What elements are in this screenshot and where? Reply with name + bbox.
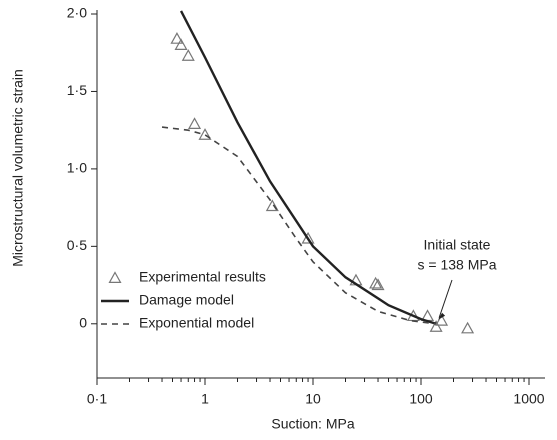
data-point: [181, 49, 195, 61]
x-axis-label: Suction: MPa: [271, 416, 354, 432]
data-point: [265, 199, 279, 212]
y-tick-label: 2·0: [67, 5, 87, 21]
x-tick-label: 1: [201, 391, 209, 407]
data-point: [188, 117, 202, 129]
data-point: [369, 276, 383, 289]
legend-label: Experimental results: [139, 269, 266, 285]
data-point: [461, 321, 475, 334]
annotation: s = 138 MPa: [418, 257, 497, 273]
data-point: [435, 313, 449, 326]
x-tick-label: 0·1: [87, 391, 107, 407]
legend-marker: [108, 271, 122, 283]
data-point: [371, 278, 385, 291]
model-line: [161, 126, 437, 325]
y-tick-label: 0·5: [67, 237, 87, 253]
legend-label: Damage model: [139, 292, 234, 308]
y-axis-label: Microstructural volumetric strain: [10, 69, 26, 267]
annotation-arrowhead: [438, 312, 446, 320]
data-point: [429, 320, 443, 332]
x-tick-label: 1000: [513, 391, 544, 407]
data-point: [170, 32, 184, 44]
x-tick-label: 10: [305, 391, 321, 407]
data-point: [174, 38, 188, 50]
legend-label: Exponential model: [139, 315, 254, 331]
y-tick-label: 1·0: [67, 160, 87, 176]
y-tick-label: 1·5: [67, 82, 87, 98]
data-point: [301, 231, 315, 244]
data-point: [198, 128, 212, 140]
x-tick-label: 100: [409, 391, 433, 407]
annotation-arrow: [438, 279, 453, 318]
model-line: [179, 10, 437, 325]
annotation: Initial state: [424, 237, 491, 253]
y-tick-label: 0: [79, 314, 87, 330]
